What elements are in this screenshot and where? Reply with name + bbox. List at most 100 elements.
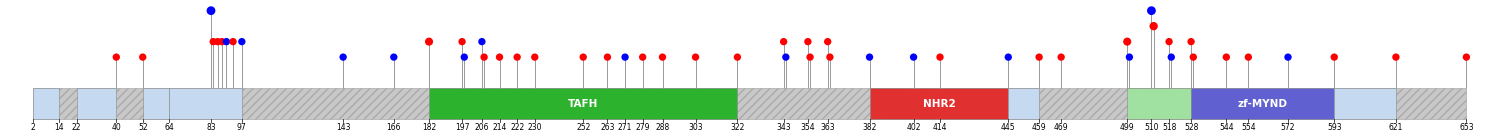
Point	[201, 41, 225, 43]
Text: 593: 593	[1327, 123, 1342, 132]
Bar	[33, 88, 58, 119]
Text: 322: 322	[730, 123, 745, 132]
Text: 499: 499	[1120, 123, 1135, 132]
Text: 469: 469	[1054, 123, 1069, 132]
Point	[105, 56, 129, 58]
Point	[523, 56, 547, 58]
Text: 2: 2	[30, 123, 34, 132]
Point	[1214, 56, 1238, 58]
Point	[651, 56, 675, 58]
Bar	[76, 88, 117, 119]
Text: 572: 572	[1280, 123, 1295, 132]
Point	[595, 56, 619, 58]
Point	[772, 41, 796, 43]
Text: 230: 230	[528, 123, 543, 132]
Text: zf-MYND: zf-MYND	[1238, 99, 1288, 109]
Point	[796, 41, 820, 43]
Text: 288: 288	[655, 123, 670, 132]
Point	[487, 56, 511, 58]
Text: 402: 402	[907, 123, 920, 132]
Point	[997, 56, 1021, 58]
Text: 354: 354	[800, 123, 815, 132]
Point	[1159, 56, 1183, 58]
Bar	[142, 88, 169, 119]
Text: 303: 303	[688, 123, 703, 132]
Text: 83: 83	[207, 123, 216, 132]
Point	[613, 56, 637, 58]
Text: 363: 363	[820, 123, 835, 132]
Point	[130, 56, 154, 58]
Text: TAFH: TAFH	[568, 99, 598, 109]
Point	[229, 41, 253, 43]
Bar	[33, 88, 1466, 119]
Text: 621: 621	[1388, 123, 1403, 132]
Bar	[1009, 88, 1039, 119]
Text: 528: 528	[1184, 123, 1198, 132]
Text: 206: 206	[475, 123, 489, 132]
Point	[571, 56, 595, 58]
Text: 279: 279	[636, 123, 651, 132]
Text: 271: 271	[618, 123, 633, 132]
Point	[1157, 41, 1181, 43]
Text: 214: 214	[492, 123, 507, 132]
Point	[1276, 56, 1300, 58]
Text: 14: 14	[54, 123, 64, 132]
Text: 252: 252	[576, 123, 591, 132]
Point	[453, 56, 477, 58]
Text: 510: 510	[1144, 123, 1159, 132]
Bar	[1192, 88, 1334, 119]
Text: 64: 64	[165, 123, 174, 132]
Text: 22: 22	[72, 123, 81, 132]
Point	[469, 41, 493, 43]
Point	[928, 56, 952, 58]
Text: 653: 653	[1459, 123, 1474, 132]
Point	[1180, 41, 1204, 43]
Text: 182: 182	[421, 123, 436, 132]
Point	[1181, 56, 1205, 58]
Text: 166: 166	[387, 123, 402, 132]
Point	[1384, 56, 1408, 58]
Text: 52: 52	[138, 123, 147, 132]
Point	[726, 56, 750, 58]
Text: 445: 445	[1001, 123, 1016, 132]
Point	[417, 41, 441, 43]
Point	[684, 56, 708, 58]
Text: 222: 222	[510, 123, 525, 132]
Text: 97: 97	[237, 123, 247, 132]
Point	[210, 41, 234, 43]
Point	[631, 56, 655, 58]
Text: 554: 554	[1241, 123, 1256, 132]
Bar	[1127, 88, 1192, 119]
Bar	[169, 88, 241, 119]
Point	[205, 41, 229, 43]
Point	[1049, 56, 1073, 58]
Bar	[869, 88, 1009, 119]
Bar	[429, 88, 738, 119]
Point	[773, 56, 797, 58]
Point	[1237, 56, 1261, 58]
Text: 40: 40	[111, 123, 121, 132]
Point	[797, 56, 821, 58]
Point	[1115, 41, 1139, 43]
Point	[472, 56, 496, 58]
Point	[1322, 56, 1346, 58]
Point	[1454, 56, 1478, 58]
Text: 544: 544	[1219, 123, 1234, 132]
Point	[220, 41, 244, 43]
Point	[901, 56, 925, 58]
Point	[1139, 10, 1163, 12]
Text: NHR2: NHR2	[922, 99, 955, 109]
Text: 343: 343	[776, 123, 791, 132]
Text: 263: 263	[600, 123, 615, 132]
Text: 197: 197	[454, 123, 469, 132]
Text: 518: 518	[1162, 123, 1177, 132]
Point	[331, 56, 355, 58]
Point	[450, 41, 474, 43]
Point	[1117, 56, 1141, 58]
Point	[1142, 25, 1166, 27]
Point	[857, 56, 881, 58]
Point	[382, 56, 406, 58]
Text: 459: 459	[1031, 123, 1046, 132]
Point	[505, 56, 529, 58]
Text: 143: 143	[336, 123, 351, 132]
